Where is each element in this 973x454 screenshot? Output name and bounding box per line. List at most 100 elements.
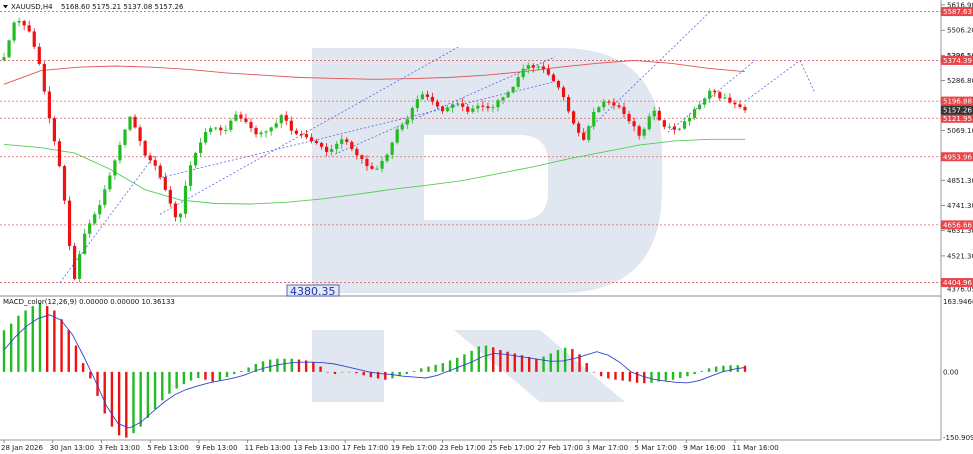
candle-body-34 (173, 203, 177, 218)
candle-body-54 (274, 123, 278, 128)
time-tick-label-6: 13 Feb 13:00 (293, 444, 339, 452)
macd-bar-20 (146, 371, 150, 418)
candle-body-73 (370, 166, 374, 169)
candle-84 (425, 90, 430, 101)
candle-62 (314, 139, 319, 145)
candle-41 (209, 126, 213, 135)
macd-bar-4 (31, 306, 34, 372)
candle-body-97 (491, 107, 495, 109)
candle-83 (420, 91, 424, 101)
candle-body-86 (435, 101, 440, 107)
candle-body-9 (47, 91, 51, 119)
candle-20 (103, 184, 107, 209)
candle-54 (274, 119, 278, 129)
macd-bar-0 (2, 330, 6, 372)
candle-98 (496, 98, 500, 112)
macd-bar-52 (376, 371, 380, 379)
candle-body-17 (88, 223, 92, 234)
candle-86 (435, 99, 440, 109)
macd-bar-37 (268, 359, 272, 372)
candle-66 (335, 141, 339, 154)
candle-body-146 (738, 104, 742, 108)
candle-116 (587, 124, 591, 143)
macd-bar-83 (599, 371, 603, 377)
candle-34 (173, 201, 177, 222)
candle-body-132 (667, 126, 671, 128)
candle-body-29 (148, 155, 152, 161)
macd-bar-60 (434, 364, 437, 372)
macd-bar-90 (650, 371, 653, 383)
price-tick-label-5: 5069.10 (947, 127, 973, 135)
macd-bar-18 (132, 371, 135, 434)
candle-31 (158, 163, 162, 180)
macd-bar-23 (168, 371, 171, 394)
macd-bar-94 (679, 371, 682, 378)
level-badge-label-5: 4656.66 (943, 221, 972, 229)
candle-body-46 (234, 114, 238, 121)
price-tick-label-2: 5396.50 (947, 52, 973, 60)
candle-body-90 (456, 103, 460, 105)
candle-body-93 (471, 108, 475, 112)
macd-bar-6 (45, 306, 49, 372)
candle-6 (32, 28, 36, 50)
candle-53 (269, 126, 273, 136)
candle-111 (561, 85, 566, 101)
candle-body-13 (67, 200, 72, 246)
macd-bar-14 (103, 371, 106, 414)
candle-91 (461, 98, 465, 112)
macd-bar-54 (391, 371, 394, 379)
macd-bar-80 (578, 354, 581, 372)
macd-bar-24 (175, 371, 178, 389)
candle-body-115 (582, 132, 586, 140)
macd-bar-43 (312, 362, 315, 372)
channel-line-5 (667, 60, 756, 133)
candle-body-38 (193, 152, 198, 166)
candle-body-147 (743, 107, 747, 111)
macd-bar-42 (304, 360, 308, 372)
candle-body-109 (551, 74, 556, 81)
candle-103 (521, 64, 525, 80)
candle-body-74 (375, 168, 379, 170)
macd-tick-label-1: 0.00 (943, 368, 959, 376)
candle-135 (682, 117, 687, 130)
candle-body-100 (506, 92, 510, 98)
candle-55 (279, 113, 283, 129)
chart-menu-triangle-icon[interactable] (3, 5, 8, 9)
candle-123 (622, 102, 626, 119)
candle-23 (118, 141, 122, 164)
candle-28 (143, 139, 147, 158)
candle-body-120 (607, 101, 611, 103)
macd-bar-100 (722, 365, 725, 372)
candle-body-80 (405, 119, 409, 125)
candle-body-142 (718, 92, 722, 99)
candle-38 (193, 152, 198, 169)
candle-119 (602, 98, 606, 111)
candle-body-39 (198, 142, 203, 153)
macd-bar-76 (549, 353, 552, 372)
candle-body-144 (728, 97, 732, 103)
candle-26 (133, 114, 137, 129)
macd-bar-78 (563, 347, 567, 372)
candle-80 (405, 115, 409, 129)
candle-131 (662, 119, 666, 130)
macd-bar-27 (197, 371, 200, 378)
candle-body-82 (415, 99, 419, 109)
level-badge-3 (941, 113, 973, 123)
candle-88 (445, 105, 450, 113)
macd-bar-92 (664, 371, 668, 381)
candle-101 (511, 86, 515, 94)
macd-bar-1 (9, 323, 13, 372)
candle-141 (713, 88, 717, 97)
candle-1 (7, 39, 11, 59)
candle-body-63 (319, 143, 324, 147)
candle-body-116 (587, 126, 591, 140)
candle-13 (67, 196, 72, 251)
macd-bar-10 (74, 345, 78, 372)
level-badge-4 (941, 152, 973, 162)
candle-body-95 (481, 105, 485, 107)
macd-bar-85 (614, 371, 617, 380)
candle-15 (78, 250, 82, 283)
candle-32 (163, 172, 167, 192)
macd-bar-48 (348, 371, 351, 373)
